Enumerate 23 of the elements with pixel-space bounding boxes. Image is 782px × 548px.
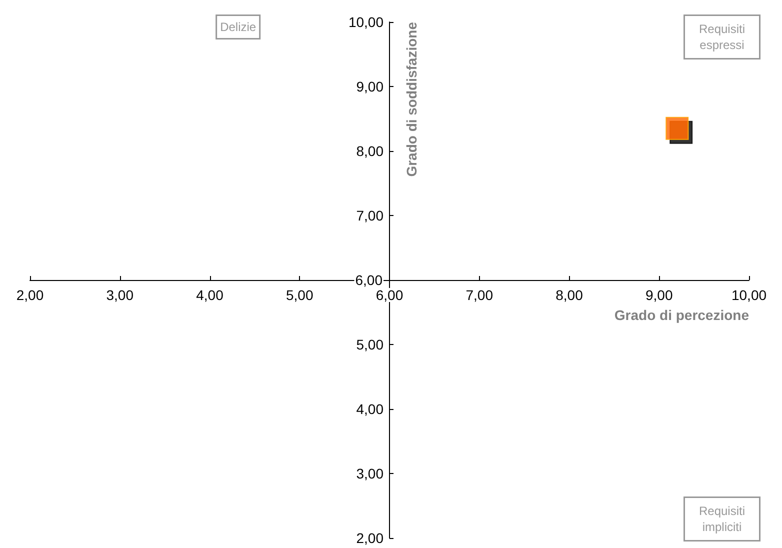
x-tick-label: 2,00: [16, 287, 44, 303]
y-tick-label: 2,00: [356, 530, 384, 546]
annotation: Delizie: [220, 20, 256, 34]
x-tick-label: 10,00: [731, 287, 767, 303]
x-axis-title: Grado di percezione: [614, 307, 750, 323]
y-tick-label: 7,00: [356, 208, 384, 224]
y-tick-label: 9,00: [356, 78, 384, 94]
y-tick-label: 10,00: [348, 14, 384, 30]
y-tick-label: 6,00: [355, 272, 383, 288]
y-tick-label: 5,00: [356, 336, 384, 352]
y-tick-label: 3,00: [356, 466, 384, 482]
y-tick-label: 4,00: [356, 401, 384, 417]
x-tick-label: 6,00: [376, 287, 404, 303]
x-tick-label: 3,00: [106, 287, 134, 303]
x-tick-label: 4,00: [196, 287, 224, 303]
x-tick-label: 9,00: [646, 287, 673, 303]
x-tick-label: 5,00: [286, 287, 314, 303]
x-tick-label: 7,00: [466, 287, 494, 303]
annotation: Requisiti impliciti: [698, 504, 746, 534]
y-tick-label: 8,00: [356, 143, 384, 159]
y-axis-title: Grado di soddisfazione: [404, 22, 420, 177]
annotation: Requisiti espressi: [698, 22, 746, 52]
x-tick-label: 8,00: [556, 287, 584, 303]
